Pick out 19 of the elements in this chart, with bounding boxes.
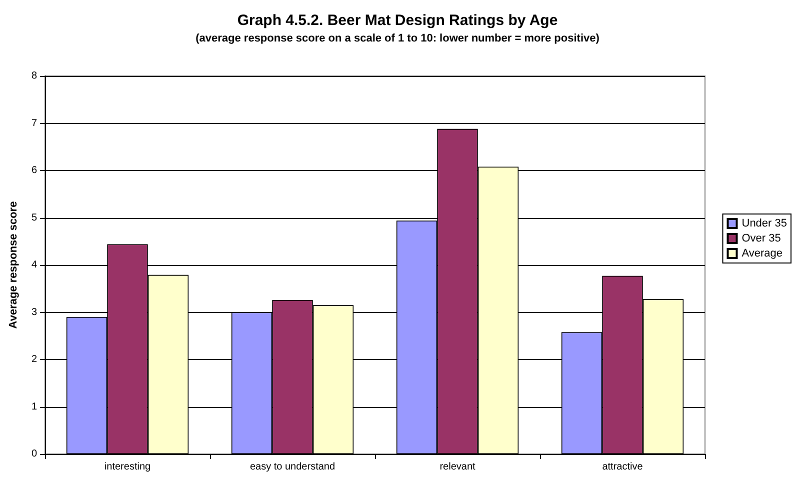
y-tick-label: 3 bbox=[31, 306, 38, 318]
legend-label: Under 35 bbox=[742, 218, 788, 230]
y-tick-label: 5 bbox=[31, 212, 38, 224]
legend-label: Over 35 bbox=[742, 232, 781, 244]
x-tick-label: relevant bbox=[440, 462, 476, 472]
x-tick-label: attractive bbox=[602, 462, 644, 472]
legend-label: Average bbox=[742, 248, 783, 260]
x-tick-label: interesting bbox=[104, 462, 151, 472]
chart-title: Graph 4.5.2. Beer Mat Design Ratings by Age bbox=[237, 12, 558, 29]
y-tick-label: 7 bbox=[31, 118, 38, 129]
y-tick-label: 6 bbox=[31, 165, 38, 176]
y-tick-label: 8 bbox=[31, 70, 38, 82]
y-tick-label: 4 bbox=[31, 260, 38, 270]
chart-subtitle: (average response score on a scale of 1 to 10: lower number = more positive) bbox=[196, 32, 600, 44]
y-tick-label: 1 bbox=[31, 401, 38, 412]
y-tick-label: 0 bbox=[31, 448, 38, 460]
y-axis-title: Average response score bbox=[8, 201, 20, 329]
x-tick-label: easy to understand bbox=[250, 462, 336, 472]
y-tick-label: 2 bbox=[31, 354, 38, 365]
